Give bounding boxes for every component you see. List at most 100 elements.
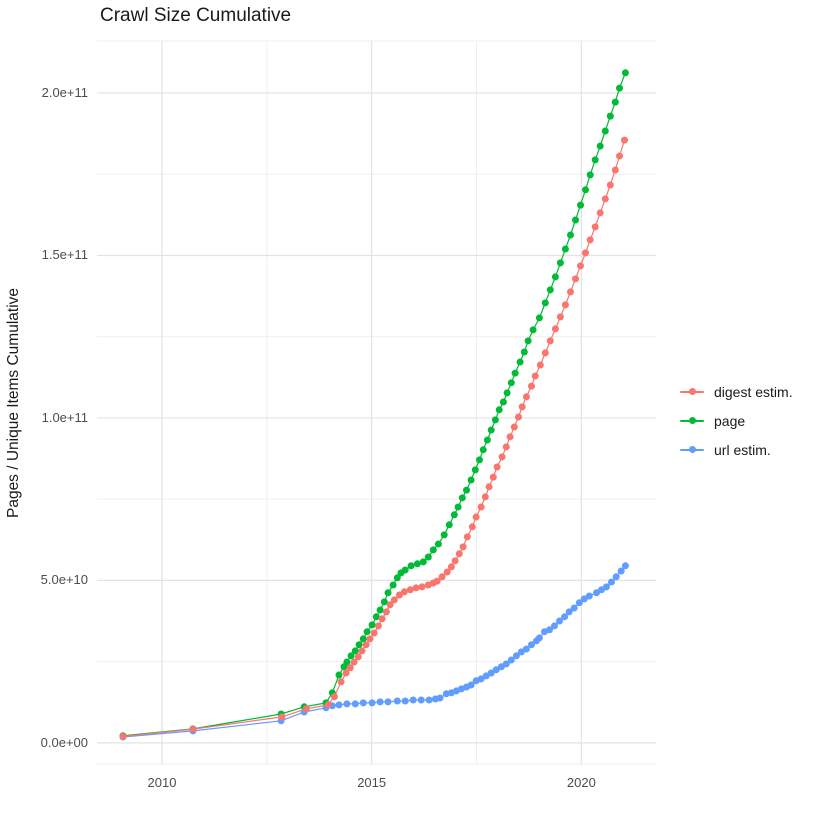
data-point (380, 598, 388, 606)
y-tick-label: 1.0e+11 (41, 409, 88, 425)
x-tick-label: 2020 (566, 775, 596, 790)
data-point (455, 550, 463, 558)
series-line (122, 139, 626, 737)
legend-key-url-icon (680, 445, 704, 455)
data-point (524, 337, 532, 345)
legend-label: url estim. (714, 441, 771, 458)
data-point (459, 543, 467, 551)
data-point (567, 231, 574, 239)
data-point (467, 476, 475, 484)
data-point (591, 223, 599, 231)
data-point (485, 483, 493, 491)
data-point (386, 601, 394, 609)
data-point (359, 699, 367, 707)
data-point (577, 262, 584, 270)
data-point (429, 546, 437, 554)
data-point (347, 652, 355, 660)
data-point (502, 660, 510, 668)
data-point (621, 562, 629, 570)
data-point (424, 553, 432, 561)
data-point (596, 142, 604, 150)
data-point (342, 669, 350, 677)
data-point (350, 658, 358, 666)
data-point (582, 249, 589, 257)
data-point (546, 337, 554, 345)
data-point (531, 372, 539, 380)
data-point (119, 732, 127, 740)
data-point (621, 69, 629, 77)
data-point (572, 275, 579, 283)
data-point (477, 675, 485, 683)
data-point (451, 557, 459, 565)
data-point (577, 201, 584, 209)
data-point (507, 656, 515, 664)
data-point (551, 273, 559, 281)
data-point (515, 413, 522, 421)
data-point (551, 325, 559, 333)
data-point (358, 647, 366, 655)
series-page (119, 69, 629, 740)
data-point (611, 98, 619, 106)
data-point (483, 436, 491, 444)
data-point (406, 586, 414, 594)
data-point (436, 694, 444, 702)
y-tick-label: 5.0e+10 (40, 572, 88, 588)
data-point (520, 348, 528, 356)
series-urlestim (119, 562, 629, 741)
data-point (454, 503, 462, 511)
legend-item-page: page (680, 406, 793, 435)
data-point (556, 313, 564, 321)
legend-label: page (714, 412, 746, 429)
data-point (596, 209, 604, 217)
legend-item-url: url estim. (680, 435, 793, 464)
data-point (603, 583, 610, 591)
data-point (591, 156, 599, 164)
data-point (434, 540, 442, 548)
data-point (535, 314, 543, 322)
data-point (324, 701, 332, 709)
data-point (565, 608, 573, 616)
data-point (337, 678, 345, 686)
data-point (362, 641, 370, 649)
data-point (354, 653, 362, 661)
x-tick-label: 2015 (357, 775, 387, 790)
data-point (575, 599, 583, 607)
data-point (556, 617, 563, 625)
gridlines-minor (97, 40, 656, 765)
legend: digest estim. page url estim. (680, 377, 793, 464)
data-point (390, 596, 398, 604)
x-tick-label: 2010 (147, 775, 177, 790)
legend-key-page-icon (680, 416, 704, 426)
y-tick-label: 0.0e+00 (40, 734, 88, 750)
data-point (330, 693, 338, 701)
data-point (476, 456, 483, 464)
data-point (561, 613, 569, 621)
data-point (546, 626, 553, 634)
data-point (510, 423, 518, 431)
data-point (567, 288, 574, 296)
data-point (368, 699, 376, 707)
data-point (412, 584, 420, 592)
data-point (477, 503, 485, 511)
data-point (601, 127, 609, 135)
series-line (122, 565, 626, 738)
data-point (518, 403, 526, 411)
data-point (535, 634, 543, 642)
data-point (425, 696, 433, 704)
legend-item-digest: digest estim. (680, 377, 793, 406)
data-point (616, 84, 623, 92)
data-point (608, 578, 615, 586)
data-point (472, 513, 480, 521)
data-point (359, 635, 367, 643)
data-point (499, 398, 507, 406)
data-point (507, 379, 515, 387)
data-point (346, 664, 354, 672)
data-point (541, 349, 549, 357)
data-point (498, 453, 506, 461)
data-point (351, 647, 359, 655)
data-point (551, 622, 558, 630)
data-point (447, 563, 455, 571)
data-point (351, 700, 359, 708)
